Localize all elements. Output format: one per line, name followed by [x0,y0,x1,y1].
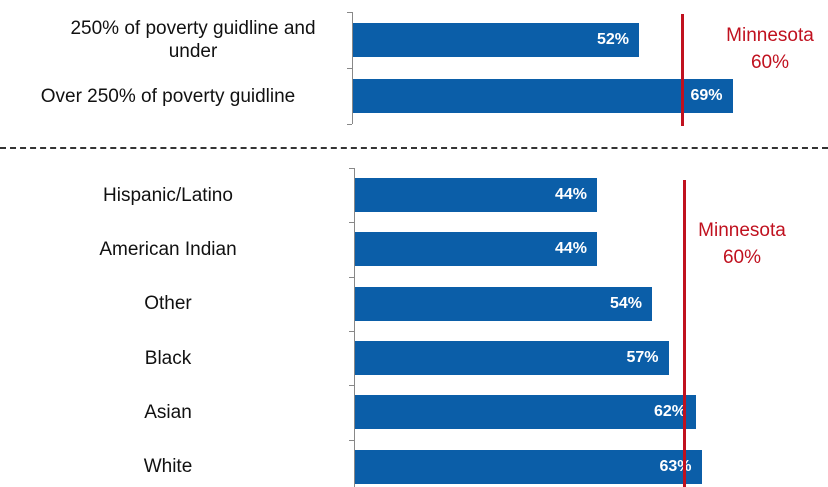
category-label: Over 250% of poverty guidline [40,85,296,107]
category-label: 250% of poverty guidline and under [70,18,316,62]
reference-name: Minnesota [726,25,814,46]
axis-tick [347,12,352,13]
bar [353,23,639,57]
value-label: 57% [626,349,659,367]
bar [355,449,702,484]
axis-tick [349,168,354,169]
value-label: 62% [653,403,686,421]
axis-line [352,12,353,124]
value-label: 52% [596,31,629,48]
divider [0,147,828,149]
axis-line [354,168,355,487]
category-label: American Indian [99,238,237,260]
bar [355,232,597,267]
value-label: 54% [609,294,642,312]
value-label: 44% [554,186,587,204]
bar [355,286,652,321]
axis-tick [349,385,354,387]
reference-label: 60% [750,52,790,73]
value-label: 69% [690,87,723,104]
reference-line [682,180,686,487]
category-label: White [143,456,193,478]
axis-tick [347,124,352,125]
bar [353,79,733,113]
axis-tick [347,68,352,69]
category-label: Hispanic/Latino [103,184,233,206]
axis-tick [349,222,354,224]
bar [355,178,597,213]
reference-label: 60% [722,247,762,268]
bar [355,341,669,376]
category-label: Other [144,293,192,315]
axis-tick [349,276,354,278]
bar [355,395,696,430]
axis-tick [349,330,354,332]
reference-name: Minnesota [698,220,786,241]
category-label: Black [144,347,192,369]
value-label: 44% [554,240,587,258]
axis-tick [349,439,354,441]
reference-line [680,14,684,126]
category-label: Asian [144,401,192,423]
value-label: 63% [659,457,692,475]
